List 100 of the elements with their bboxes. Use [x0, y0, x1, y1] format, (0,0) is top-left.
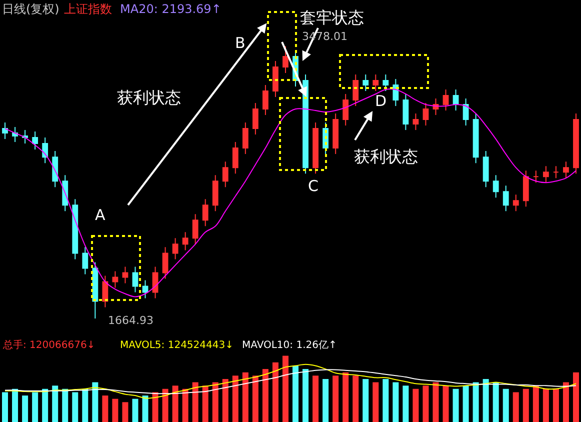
candlestick: [352, 74, 359, 106]
bar: [412, 388, 419, 422]
candlestick: [542, 166, 549, 184]
candlestick: [2, 122, 8, 140]
annotation: B: [235, 34, 246, 52]
candlestick: [192, 214, 198, 245]
bar: [542, 388, 549, 422]
candlestick: [532, 170, 539, 184]
candlestick: [42, 137, 48, 164]
bar: [272, 362, 278, 422]
candlestick: [252, 102, 258, 136]
bar: [292, 366, 299, 422]
text: 上证指数: [64, 2, 112, 16]
bar: [242, 372, 248, 422]
candlestick: [362, 74, 369, 92]
candlestick: [72, 198, 78, 260]
candlestick: [282, 46, 288, 74]
bar: [112, 398, 118, 422]
candlestick: [212, 174, 218, 212]
candlestick: [302, 74, 308, 174]
annotation: 获利状态: [117, 88, 181, 107]
bar: [392, 382, 399, 422]
candlestick: [402, 93, 409, 131]
candlestick: [522, 170, 529, 208]
candlestick: [162, 246, 168, 280]
bar: [62, 388, 68, 422]
bar: [432, 382, 439, 422]
text: MAVOL5: 124524443↓: [120, 340, 234, 351]
candlestick: [202, 198, 208, 227]
candlestick: [172, 238, 178, 260]
text: 日线(复权): [2, 2, 60, 16]
bar: [562, 382, 569, 422]
candlestick: [472, 113, 479, 164]
candlestick: [152, 266, 158, 299]
candlestick: [132, 266, 138, 293]
bar: [252, 376, 258, 422]
text: 总手: 120066676↓: [2, 339, 96, 351]
bar: [572, 372, 579, 422]
candlestick: [52, 150, 58, 188]
bar: [352, 376, 359, 422]
candlestick: [102, 275, 108, 308]
candlestick: [12, 126, 18, 143]
candlestick: [272, 60, 278, 98]
candlestick: [412, 113, 419, 131]
bar: [22, 396, 28, 422]
bar: [72, 392, 78, 422]
bar: [82, 388, 88, 422]
candlestick: [372, 74, 379, 92]
bar: [222, 378, 228, 422]
candlestick: [563, 161, 569, 179]
bar: [492, 382, 499, 422]
candlestick: [32, 131, 38, 150]
bar: [452, 388, 459, 422]
bar: [342, 372, 349, 422]
bar: [262, 369, 268, 422]
candlestick: [553, 166, 559, 179]
bar: [362, 378, 369, 422]
candlestick: [312, 122, 318, 174]
bar: [132, 398, 138, 422]
bar: [202, 386, 208, 422]
candlestick: [482, 150, 489, 188]
candlestick: [142, 280, 148, 299]
bar: [52, 386, 58, 422]
bar: [532, 386, 539, 422]
annotation: 1664.93: [108, 314, 154, 327]
candlestick: [573, 113, 579, 174]
bar: [442, 386, 449, 422]
bar: [402, 386, 409, 422]
bar: [182, 388, 188, 422]
bar: [152, 392, 158, 422]
bar: [232, 376, 238, 422]
bar: [92, 382, 98, 422]
bar: [372, 382, 379, 422]
annotation: D: [375, 92, 387, 110]
bar: [462, 386, 469, 422]
bar: [522, 388, 529, 422]
candlestick: [92, 262, 98, 320]
candlestick: [382, 74, 389, 92]
candlestick: [442, 88, 449, 112]
bar: [312, 376, 319, 422]
text: 套牢状态: [300, 8, 364, 27]
bar: [302, 369, 309, 422]
bar: [282, 356, 288, 422]
bar: [332, 376, 339, 422]
bar: [472, 382, 479, 422]
candlestick: [232, 142, 238, 174]
bar: [12, 388, 18, 422]
bar: [2, 392, 8, 422]
bar: [122, 402, 128, 422]
bar: [552, 388, 559, 422]
candlestick: [182, 232, 188, 251]
annotation: C: [308, 177, 318, 195]
text: MAVOL10: 1.26亿↑: [242, 340, 337, 351]
candlestick: [62, 174, 68, 212]
bar: [102, 396, 108, 422]
bar: [172, 386, 178, 422]
bar: [512, 392, 519, 422]
candlestick: [242, 122, 248, 155]
candlestick: [332, 113, 339, 155]
candlestick: [502, 185, 509, 212]
